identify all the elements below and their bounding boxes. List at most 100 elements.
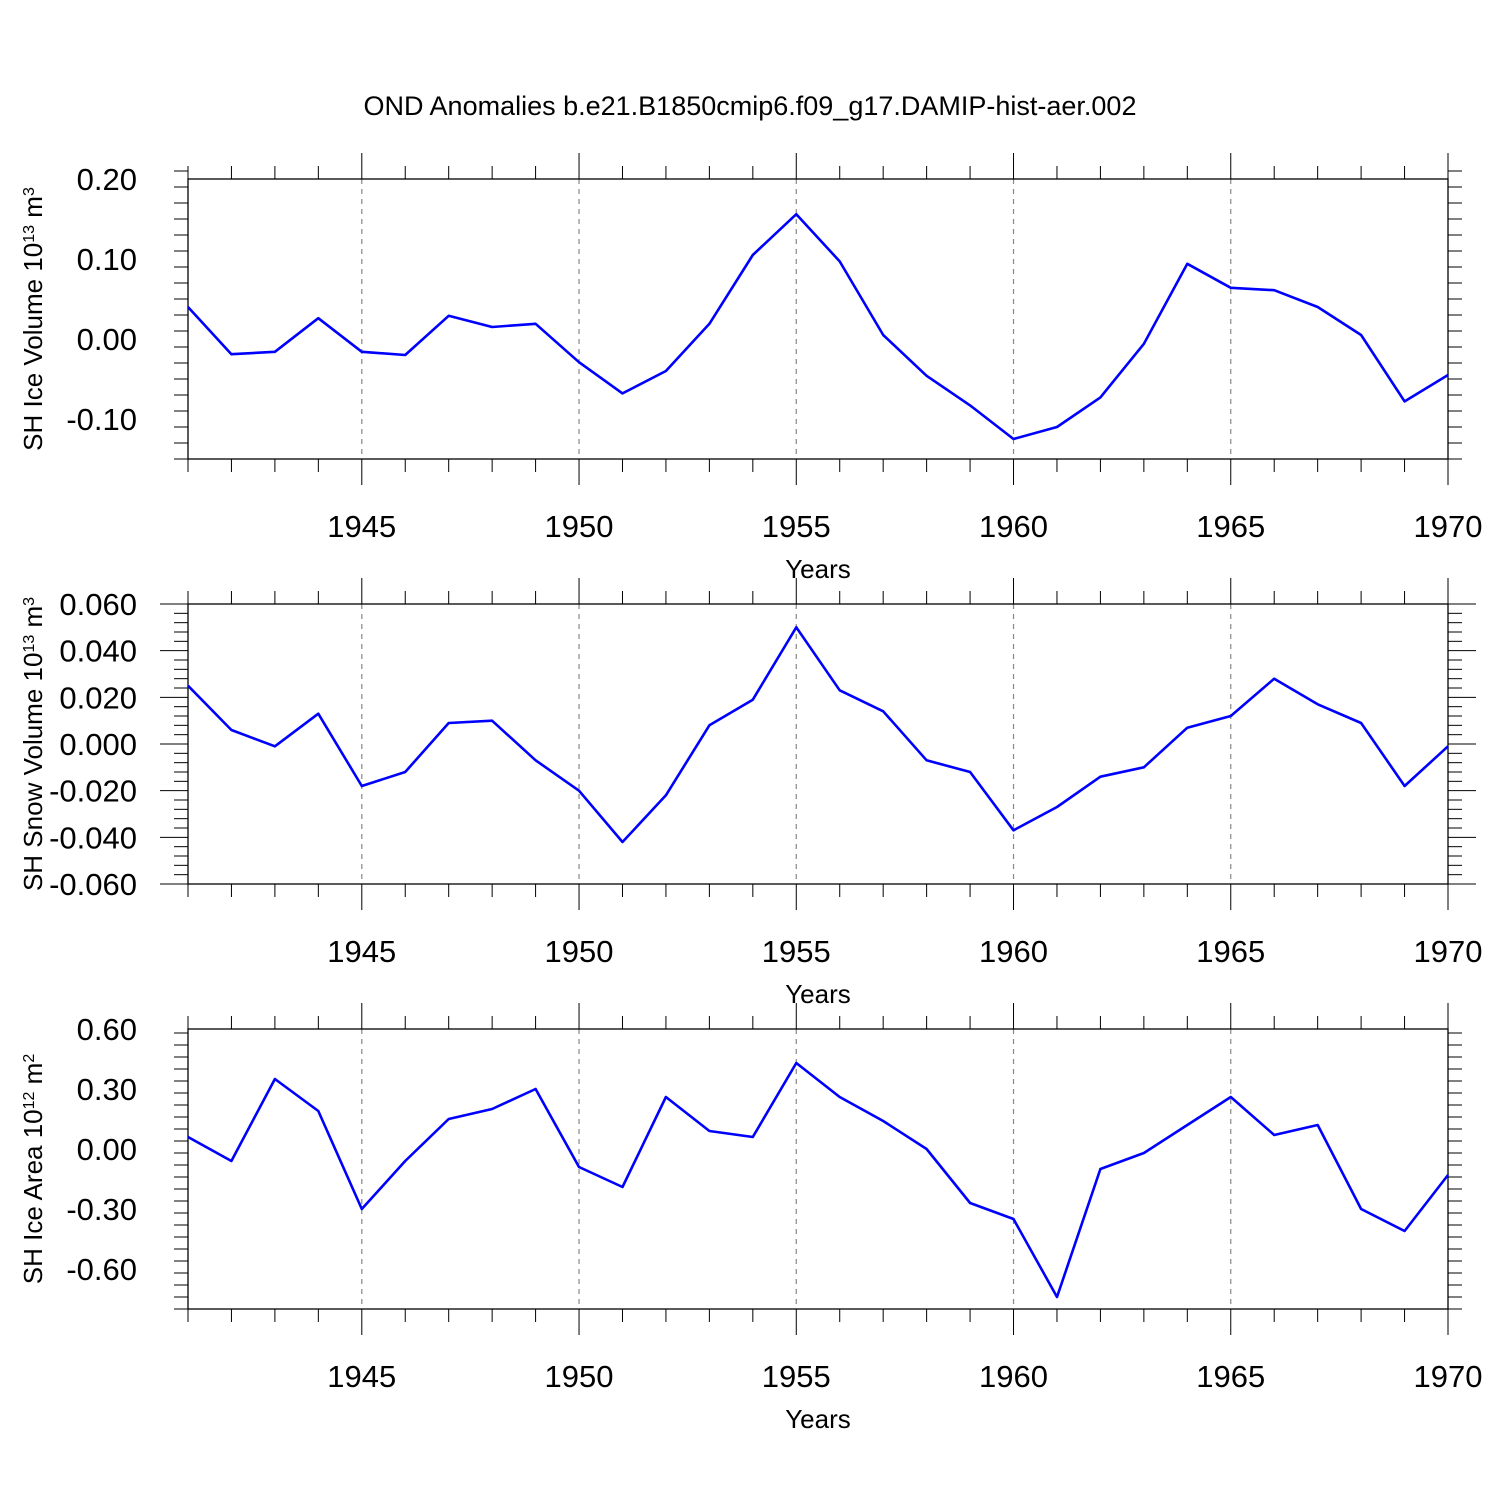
data-point — [1142, 765, 1146, 769]
y-tick-label: -0.040 — [49, 820, 137, 855]
data-point — [620, 840, 624, 844]
data-point — [316, 712, 320, 716]
y-tick-label: 0.10 — [77, 242, 137, 277]
y-axis-label-unit-exponent: 3 — [21, 187, 38, 196]
data-point — [1446, 744, 1450, 748]
figure-title: OND Anomalies b.e21.B1850cmip6.f09_g17.D… — [364, 91, 1137, 121]
x-tick-label: 1965 — [1196, 1359, 1265, 1394]
y-tick-label: -0.060 — [49, 867, 137, 902]
data-point — [273, 744, 277, 748]
data-point — [273, 1077, 277, 1081]
x-tick-label: 1945 — [327, 934, 396, 969]
data-point — [229, 728, 233, 732]
x-tick-label: 1960 — [979, 1359, 1048, 1394]
y-tick-label: 0.020 — [59, 680, 137, 715]
data-point — [1012, 828, 1016, 832]
y-axis-label-main: SH Ice Volume 10 — [18, 243, 48, 451]
x-tick-label: 1945 — [327, 1359, 396, 1394]
y-axis-label-unit-exponent: 2 — [21, 1054, 38, 1063]
x-axis-label: Years — [785, 1404, 851, 1434]
data-point — [403, 353, 407, 357]
y-tick-label: 0.060 — [59, 587, 137, 622]
data-point — [838, 1095, 842, 1099]
data-point — [1316, 702, 1320, 706]
y-axis-label-exponent: 13 — [21, 225, 38, 243]
x-tick-label: 1965 — [1196, 934, 1265, 969]
data-point — [186, 305, 190, 309]
data-point — [1142, 342, 1146, 346]
y-axis-label: SH Snow Volume 1013 m3 — [18, 597, 48, 891]
data-point — [1098, 1167, 1102, 1171]
x-tick-label: 1945 — [327, 509, 396, 544]
data-point — [707, 1129, 711, 1133]
chart-panel-1: 0.20 0.10 0.00 -0.10 1945 1950 1955 1960 1965 197… — [18, 153, 1482, 584]
data-point — [794, 212, 798, 216]
data-point — [1055, 425, 1059, 429]
data-point — [664, 369, 668, 373]
x-tick-label: 1970 — [1414, 1359, 1483, 1394]
data-point — [360, 1207, 364, 1211]
data-point — [490, 719, 494, 723]
data-point — [403, 770, 407, 774]
plot-frame — [187, 1028, 1449, 1310]
data-point — [229, 1159, 233, 1163]
plot-frame — [187, 178, 1449, 460]
data-point — [1316, 1123, 1320, 1127]
x-tick-label: 1955 — [762, 509, 831, 544]
data-point — [1185, 262, 1189, 266]
y-tick-label: -0.30 — [66, 1192, 137, 1227]
data-point — [881, 709, 885, 713]
data-point — [838, 259, 842, 263]
series-line — [187, 1061, 1450, 1299]
data-point — [403, 1159, 407, 1163]
data-point — [1359, 1207, 1363, 1211]
panels: 0.20 0.10 0.00 -0.10 1945 1950 1955 1960 1965 197… — [18, 153, 1482, 1434]
data-point — [447, 1117, 451, 1121]
data-point — [1185, 1123, 1189, 1127]
data-point — [707, 723, 711, 727]
data-point — [490, 1107, 494, 1111]
data-point — [620, 1185, 624, 1189]
data-point — [1012, 1217, 1016, 1221]
data-point — [534, 1087, 538, 1091]
data-point — [1055, 1295, 1059, 1299]
x-tick-label: 1960 — [979, 509, 1048, 544]
data-point — [838, 688, 842, 692]
y-tick-label: 0.60 — [77, 1012, 137, 1047]
y-axis-label-main: SH Ice Area 10 — [18, 1109, 48, 1284]
data-point — [881, 1119, 885, 1123]
data-point — [1359, 721, 1363, 725]
y-axis-label-main: SH Snow Volume 10 — [18, 653, 48, 891]
data-point — [577, 789, 581, 793]
chart-panel-3: 0.60 0.30 0.00 -0.30 -0.60 1945 1950 1955 1960 19… — [18, 1003, 1482, 1434]
y-tick-label: 0.00 — [77, 322, 137, 357]
data-point — [1229, 286, 1233, 290]
data-point — [1316, 305, 1320, 309]
data-point — [316, 316, 320, 320]
data-point — [620, 391, 624, 395]
x-tick-label: 1950 — [545, 934, 614, 969]
y-axis-label: SH Ice Area 1012 m2 — [18, 1054, 48, 1285]
data-point — [1446, 1173, 1450, 1177]
x-tick-label: 1970 — [1414, 934, 1483, 969]
y-axis-label-unit: m — [18, 1063, 48, 1092]
data-point — [229, 352, 233, 356]
data-point — [186, 684, 190, 688]
data-point — [447, 314, 451, 318]
data-point — [925, 758, 929, 762]
data-point — [273, 350, 277, 354]
data-point — [1098, 395, 1102, 399]
data-point — [1098, 775, 1102, 779]
data-point — [1229, 1095, 1233, 1099]
x-tick-label: 1955 — [762, 934, 831, 969]
data-point — [1272, 288, 1276, 292]
y-tick-label: 0.30 — [77, 1072, 137, 1107]
data-point — [534, 322, 538, 326]
y-axis-label-exponent: 13 — [21, 635, 38, 653]
data-point — [1185, 726, 1189, 730]
data-point — [1403, 399, 1407, 403]
data-point — [316, 1109, 320, 1113]
chart-panel-2: 0.060 0.040 0.020 0.000 -0.020 -0.040 -0.060 19… — [18, 578, 1482, 1009]
